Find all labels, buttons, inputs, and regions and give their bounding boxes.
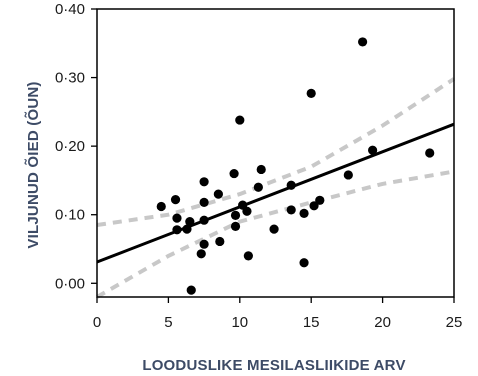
x-tick-label: 20 (374, 314, 391, 331)
data-point (199, 177, 209, 187)
data-point (196, 249, 206, 259)
x-tick-label: 5 (164, 314, 172, 331)
data-point (230, 221, 241, 231)
x-axis-title: LOODUSLIKE MESILASLIIKIDE ARV (142, 357, 405, 374)
y-tick-label: 0·40 (55, 1, 85, 18)
data-point (315, 195, 325, 205)
data-point (185, 216, 195, 227)
data-point (182, 224, 192, 234)
data-point (172, 213, 182, 223)
data-point (199, 239, 209, 249)
data-point (229, 168, 239, 179)
y-axis-title: VILJUNUD ÕIED (ÕUN) (24, 81, 42, 248)
confidence-band-upper (96, 77, 456, 227)
data-point (230, 210, 241, 220)
data-point (213, 189, 223, 199)
x-tick-label: 10 (231, 314, 248, 331)
data-point (253, 182, 263, 192)
data-point (156, 201, 166, 212)
data-point (343, 170, 353, 180)
x-tick-label: 0 (93, 314, 101, 331)
data-point (170, 195, 181, 205)
data-point (269, 224, 279, 234)
y-tick-label: 0·30 (55, 70, 85, 87)
y-tick-label: 0·20 (55, 138, 85, 155)
data-point (186, 285, 196, 295)
data-point (242, 206, 252, 216)
data-point (199, 197, 209, 207)
data-point (215, 236, 225, 247)
data-point (243, 251, 253, 261)
data-point (286, 205, 296, 215)
x-tick-label: 25 (446, 314, 463, 331)
data-point (299, 208, 309, 218)
plot-frame (96, 8, 455, 298)
data-point (299, 258, 309, 268)
data-point (199, 215, 209, 225)
data-point (286, 180, 296, 190)
data-point (368, 145, 378, 155)
x-tick-label: 15 (303, 314, 320, 331)
y-tick-label: 0·10 (55, 207, 85, 224)
data-point (306, 88, 316, 98)
regression-line (96, 122, 455, 264)
confidence-band-lower (96, 169, 455, 299)
data-point (309, 201, 319, 211)
data-point (235, 115, 245, 125)
plot-area: 0 5 10 15 20 25 0·00 0·10 0·20 0·30 0·40 (55, 1, 462, 331)
data-point (256, 164, 266, 175)
data-point (358, 37, 368, 47)
y-tick-label: 0·00 (55, 275, 85, 292)
data-point (172, 225, 182, 235)
data-point (425, 148, 435, 158)
